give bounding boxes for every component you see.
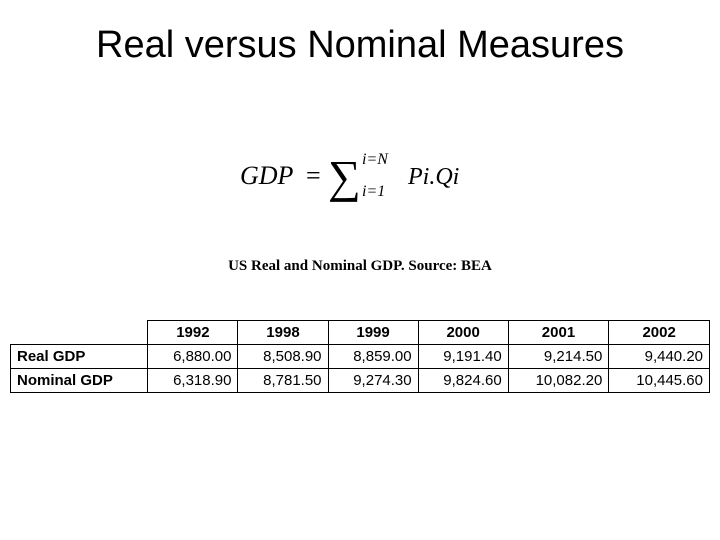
formula-lhs: GDP xyxy=(240,161,294,190)
table-cell: 6,318.90 xyxy=(148,369,238,393)
formula-term: Pi.Qi xyxy=(407,164,459,190)
table-cell: 9,214.50 xyxy=(508,345,609,369)
row-label: Nominal GDP xyxy=(11,369,148,393)
table-cell: 6,880.00 xyxy=(148,345,238,369)
col-header: 1999 xyxy=(328,321,418,345)
formula-equals: = xyxy=(306,161,321,190)
gdp-table-wrap: 1992 1998 1999 2000 2001 2002 Real GDP 6… xyxy=(10,320,710,393)
col-header: 2000 xyxy=(418,321,508,345)
slide-title: Real versus Nominal Measures xyxy=(0,24,720,67)
table-caption: US Real and Nominal GDP. Source: BEA xyxy=(0,258,720,275)
gdp-formula: GDP = ∑ i=N i=1 Pi.Qi xyxy=(0,140,720,215)
table-cell: 10,082.20 xyxy=(508,369,609,393)
table-cell: 8,508.90 xyxy=(238,345,328,369)
table-cell: 9,824.60 xyxy=(418,369,508,393)
formula-upper: i=N xyxy=(362,151,389,168)
table-cell: 8,859.00 xyxy=(328,345,418,369)
table-cell: 10,445.60 xyxy=(609,369,710,393)
table-corner-cell xyxy=(11,321,148,345)
table-row: Nominal GDP 6,318.90 8,781.50 9,274.30 9… xyxy=(11,369,710,393)
row-label: Real GDP xyxy=(11,345,148,369)
table-cell: 9,440.20 xyxy=(609,345,710,369)
col-header: 2002 xyxy=(609,321,710,345)
table-row: Real GDP 6,880.00 8,508.90 8,859.00 9,19… xyxy=(11,345,710,369)
table-header-row: 1992 1998 1999 2000 2001 2002 xyxy=(11,321,710,345)
table-cell: 8,781.50 xyxy=(238,369,328,393)
col-header: 1992 xyxy=(148,321,238,345)
table-cell: 9,191.40 xyxy=(418,345,508,369)
gdp-table: 1992 1998 1999 2000 2001 2002 Real GDP 6… xyxy=(10,320,710,393)
sigma-icon: ∑ xyxy=(328,151,361,202)
table-cell: 9,274.30 xyxy=(328,369,418,393)
formula-lower: i=1 xyxy=(362,183,385,200)
col-header: 2001 xyxy=(508,321,609,345)
col-header: 1998 xyxy=(238,321,328,345)
